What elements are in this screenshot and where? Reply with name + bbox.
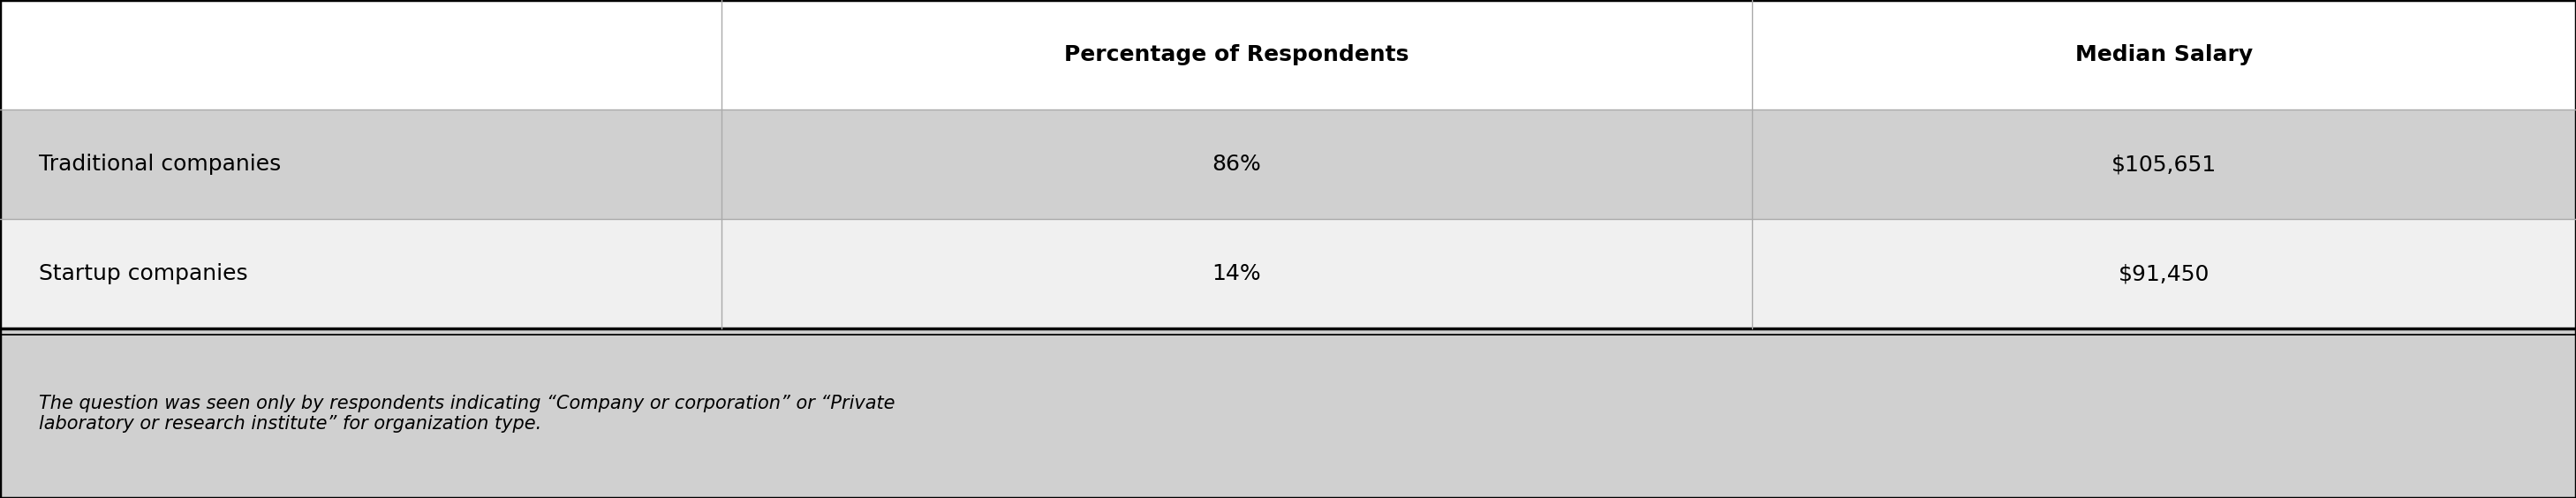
Bar <box>721 0 1752 110</box>
Bar <box>0 0 721 110</box>
Text: Traditional companies: Traditional companies <box>39 154 281 175</box>
Bar <box>1752 219 2576 329</box>
Bar <box>0 110 721 219</box>
Text: $105,651: $105,651 <box>2112 154 2215 175</box>
Text: Percentage of Respondents: Percentage of Respondents <box>1064 44 1409 65</box>
Bar <box>0 219 721 329</box>
Bar <box>0 329 2576 498</box>
Text: The question was seen only by respondents indicating “Company or corporation” or: The question was seen only by respondent… <box>39 394 894 432</box>
Bar <box>721 110 1752 219</box>
Text: $91,450: $91,450 <box>2117 263 2210 284</box>
Bar <box>1752 110 2576 219</box>
Text: 86%: 86% <box>1211 154 1262 175</box>
Bar <box>1752 0 2576 110</box>
Bar <box>721 219 1752 329</box>
Text: Median Salary: Median Salary <box>2076 44 2251 65</box>
Text: Startup companies: Startup companies <box>39 263 247 284</box>
Text: 14%: 14% <box>1211 263 1262 284</box>
